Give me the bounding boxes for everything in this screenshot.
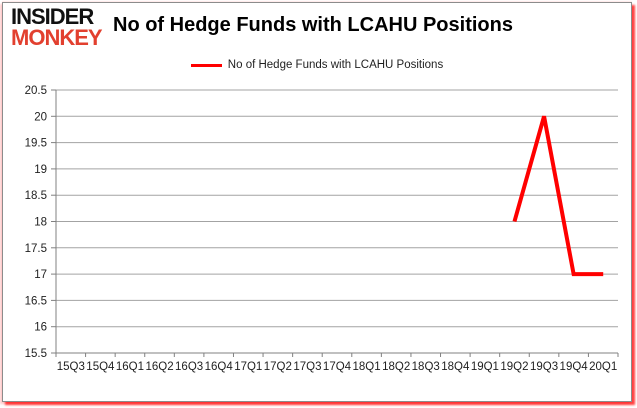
series-line [512, 115, 604, 277]
y-tick-label: 19 [34, 164, 47, 176]
y-tick-label: 18 [34, 217, 47, 229]
x-tick-label: 19Q1 [471, 361, 499, 373]
insider-monkey-logo: INSIDER MONKEY [11, 4, 103, 51]
y-tick-label: 15.5 [25, 348, 47, 360]
logo-line-monkey: MONKEY [11, 25, 103, 51]
x-tick-label: 19Q3 [530, 361, 558, 373]
y-axis-ticks [51, 89, 56, 354]
y-tick-label: 19.5 [25, 138, 47, 150]
x-tick-label: 20Q1 [589, 361, 617, 373]
x-tick-label: 16Q2 [145, 361, 173, 373]
x-tick-label: 17Q4 [323, 361, 352, 373]
y-tick-label: 17.5 [25, 243, 47, 255]
chart-card: INSIDER MONKEY No of Hedge Funds with LC… [2, 2, 632, 402]
legend-label: No of Hedge Funds with LCAHU Positions [227, 59, 444, 71]
x-tick-label: 17Q1 [234, 361, 262, 373]
x-tick-label: 18Q2 [382, 361, 410, 373]
x-tick-label: 18Q3 [412, 361, 440, 373]
chart-plot: 20.5 20 19.5 19 18.5 18 17.5 17 16.5 16 15.5 15Q3 15… [25, 85, 619, 373]
x-axis-labels: 15Q3 15Q4 16Q1 16Q2 16Q3 16Q4 17Q1 17Q2 17Q3 17Q4… [57, 361, 618, 373]
x-tick-label: 15Q3 [57, 361, 85, 373]
x-axis-ticks [55, 353, 619, 357]
chart-title: No of Hedge Funds with LCAHU Positions [113, 14, 513, 36]
x-tick-label: 18Q4 [441, 361, 470, 373]
y-tick-label: 16.5 [25, 295, 47, 307]
legend: No of Hedge Funds with LCAHU Positions [3, 59, 631, 71]
x-tick-label: 16Q3 [175, 361, 203, 373]
y-tick-label: 18.5 [25, 190, 47, 202]
x-tick-label: 17Q2 [264, 361, 292, 373]
x-tick-label: 19Q4 [560, 361, 589, 373]
y-tick-label: 20.5 [25, 85, 47, 97]
gridlines [56, 89, 618, 354]
x-tick-label: 16Q1 [116, 361, 144, 373]
y-axis-labels: 20.5 20 19.5 19 18.5 18 17.5 17 16.5 16 15.5 [25, 85, 47, 360]
logo-line-insider: INSIDER [11, 4, 94, 29]
x-tick-label: 16Q4 [205, 361, 234, 373]
y-tick-label: 20 [34, 111, 47, 123]
y-tick-label: 17 [34, 269, 47, 281]
x-tick-label: 19Q2 [500, 361, 528, 373]
x-tick-label: 18Q1 [353, 361, 381, 373]
x-tick-label: 17Q3 [293, 361, 321, 373]
x-tick-label: 15Q4 [86, 361, 115, 373]
legend-line-swatch [190, 63, 222, 67]
y-tick-label: 16 [34, 322, 47, 334]
